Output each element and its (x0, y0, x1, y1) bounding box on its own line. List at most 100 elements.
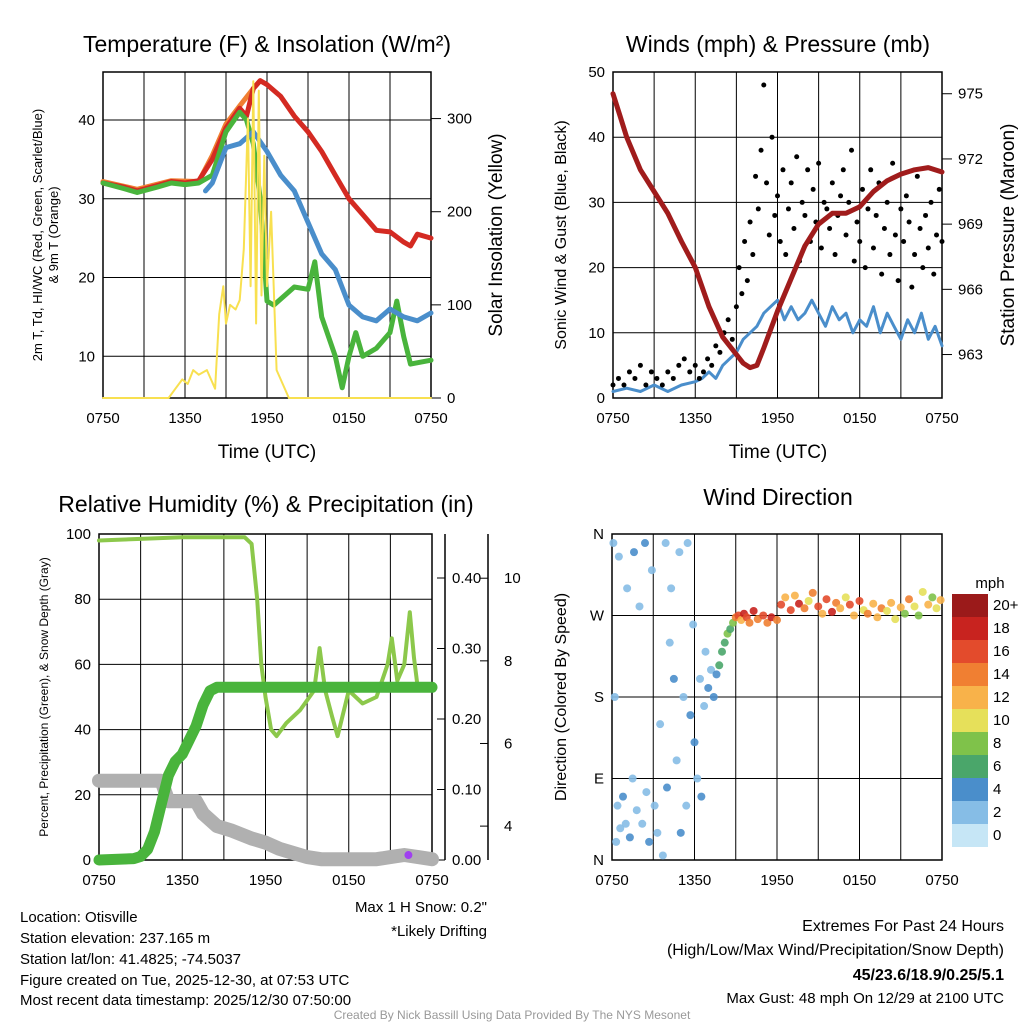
wind-y2tick: 972 (958, 151, 983, 168)
rh-ytick: 60 (74, 656, 91, 673)
precip-line (93, 681, 438, 866)
temp-ytick: 40 (78, 112, 95, 129)
temp-series-td (100, 109, 434, 391)
direction-point (628, 774, 637, 783)
direction-point (689, 620, 698, 629)
wind-ytick: 10 (588, 325, 605, 342)
temp-y2tick: 100 (447, 297, 472, 314)
gust-point (925, 245, 931, 251)
temp-ylabel-2: & 9m T (Orange) (46, 186, 61, 283)
colorbar-tick: 2 (993, 804, 1001, 821)
direction-point (635, 602, 644, 611)
temp-ylabel: 2m T, Td, HI/WC (Red, Green, Scarlet/Blu… (30, 109, 45, 361)
direction-point (683, 539, 692, 548)
gust-point (802, 212, 808, 218)
snow-tick: 4 (504, 818, 512, 835)
wind-ylabel: Sonic Wind & Gust (Blue, Black) (553, 120, 570, 349)
colorbar-tick: 14 (993, 666, 1010, 683)
direction-point (712, 670, 721, 679)
direction-point (658, 851, 667, 860)
gust-point (931, 271, 937, 277)
direction-point (690, 738, 699, 747)
rh-xtick: 1950 (249, 872, 282, 889)
gust-point (610, 382, 616, 388)
direction-point (693, 774, 702, 783)
gust-point (739, 291, 745, 297)
direction-point (623, 584, 632, 593)
gust-point (615, 375, 621, 381)
colorbar-tick: 0 (993, 827, 1001, 844)
gust-point (939, 239, 945, 245)
temp-xtick: 1350 (168, 410, 201, 427)
gust-point (696, 375, 702, 381)
temp-xtick: 0750 (414, 410, 447, 427)
direction-point (869, 599, 878, 608)
direction-point (786, 606, 795, 615)
rh-line (97, 535, 434, 739)
direction-point (818, 609, 827, 618)
temp-ytick: 30 (78, 191, 95, 208)
direction-point (850, 611, 858, 620)
rh-ytick: 100 (66, 526, 91, 543)
gust-point (744, 278, 750, 284)
direction-point (763, 618, 772, 627)
direction-point (679, 693, 688, 701)
drift-marker (404, 851, 413, 860)
gust-point (764, 180, 770, 186)
direction-point (613, 801, 622, 810)
gust-point (903, 193, 909, 199)
wind-xtick: 0150 (843, 410, 876, 427)
direction-point (777, 600, 786, 609)
colorbar-swatch (952, 824, 988, 847)
precip-tick: 0.00 (452, 852, 481, 869)
wind-y2tick: 963 (958, 347, 983, 364)
direction-point (822, 595, 831, 604)
direction-xtick: 1950 (760, 872, 793, 889)
temp-plot-frame (102, 71, 432, 399)
wind-y2tick: 969 (958, 216, 983, 233)
direction-point (661, 539, 670, 548)
gust-point (887, 252, 893, 258)
wind-xlabel: Time (UTC) (729, 442, 828, 463)
rh-xtick: 1350 (166, 872, 199, 889)
gust-point (780, 167, 786, 173)
gust-point (854, 219, 860, 225)
gust-point (648, 369, 654, 375)
direction-point (697, 792, 706, 801)
gust-point (884, 199, 890, 205)
direction-point (808, 588, 817, 597)
gust-point (868, 167, 874, 173)
gust-point (775, 193, 780, 199)
direction-point (715, 661, 724, 670)
rh-plot-frame (98, 533, 433, 861)
rh-ytick: 0 (83, 852, 91, 869)
wind-xtick: 0750 (596, 410, 629, 427)
rh-title: Relative Humidity (%) & Precipitation (i… (58, 491, 473, 517)
rh-ylabel: Percent, Precipitation (Green), & Snow D… (37, 557, 51, 836)
gust-point (758, 147, 764, 153)
direction-point (891, 615, 900, 624)
direction-point (701, 647, 710, 656)
gust-point (890, 160, 896, 166)
gust-point (895, 278, 901, 284)
direction-point (795, 599, 803, 608)
gust-point (769, 134, 775, 140)
direction-point (832, 598, 841, 607)
direction-point (665, 638, 674, 647)
wind-ytick: 40 (588, 129, 605, 146)
gust-point (632, 375, 638, 381)
direction-point (790, 591, 799, 600)
extremes-subtitle: (High/Low/Max Wind/Precipitation/Snow De… (667, 942, 1004, 959)
gust-point (755, 206, 761, 212)
wind-y2label: Station Pressure (Maroon) (998, 124, 1019, 347)
gust-point (799, 199, 805, 205)
direction-point (650, 801, 659, 810)
direction-point (656, 720, 665, 729)
colorbar-swatch (952, 709, 988, 732)
gust-point (843, 232, 849, 238)
direction-ytick: S (594, 689, 604, 706)
gust-point (788, 180, 794, 186)
direction-point (612, 837, 621, 846)
direction-point (704, 683, 713, 692)
wind-xtick: 0750 (925, 410, 958, 427)
